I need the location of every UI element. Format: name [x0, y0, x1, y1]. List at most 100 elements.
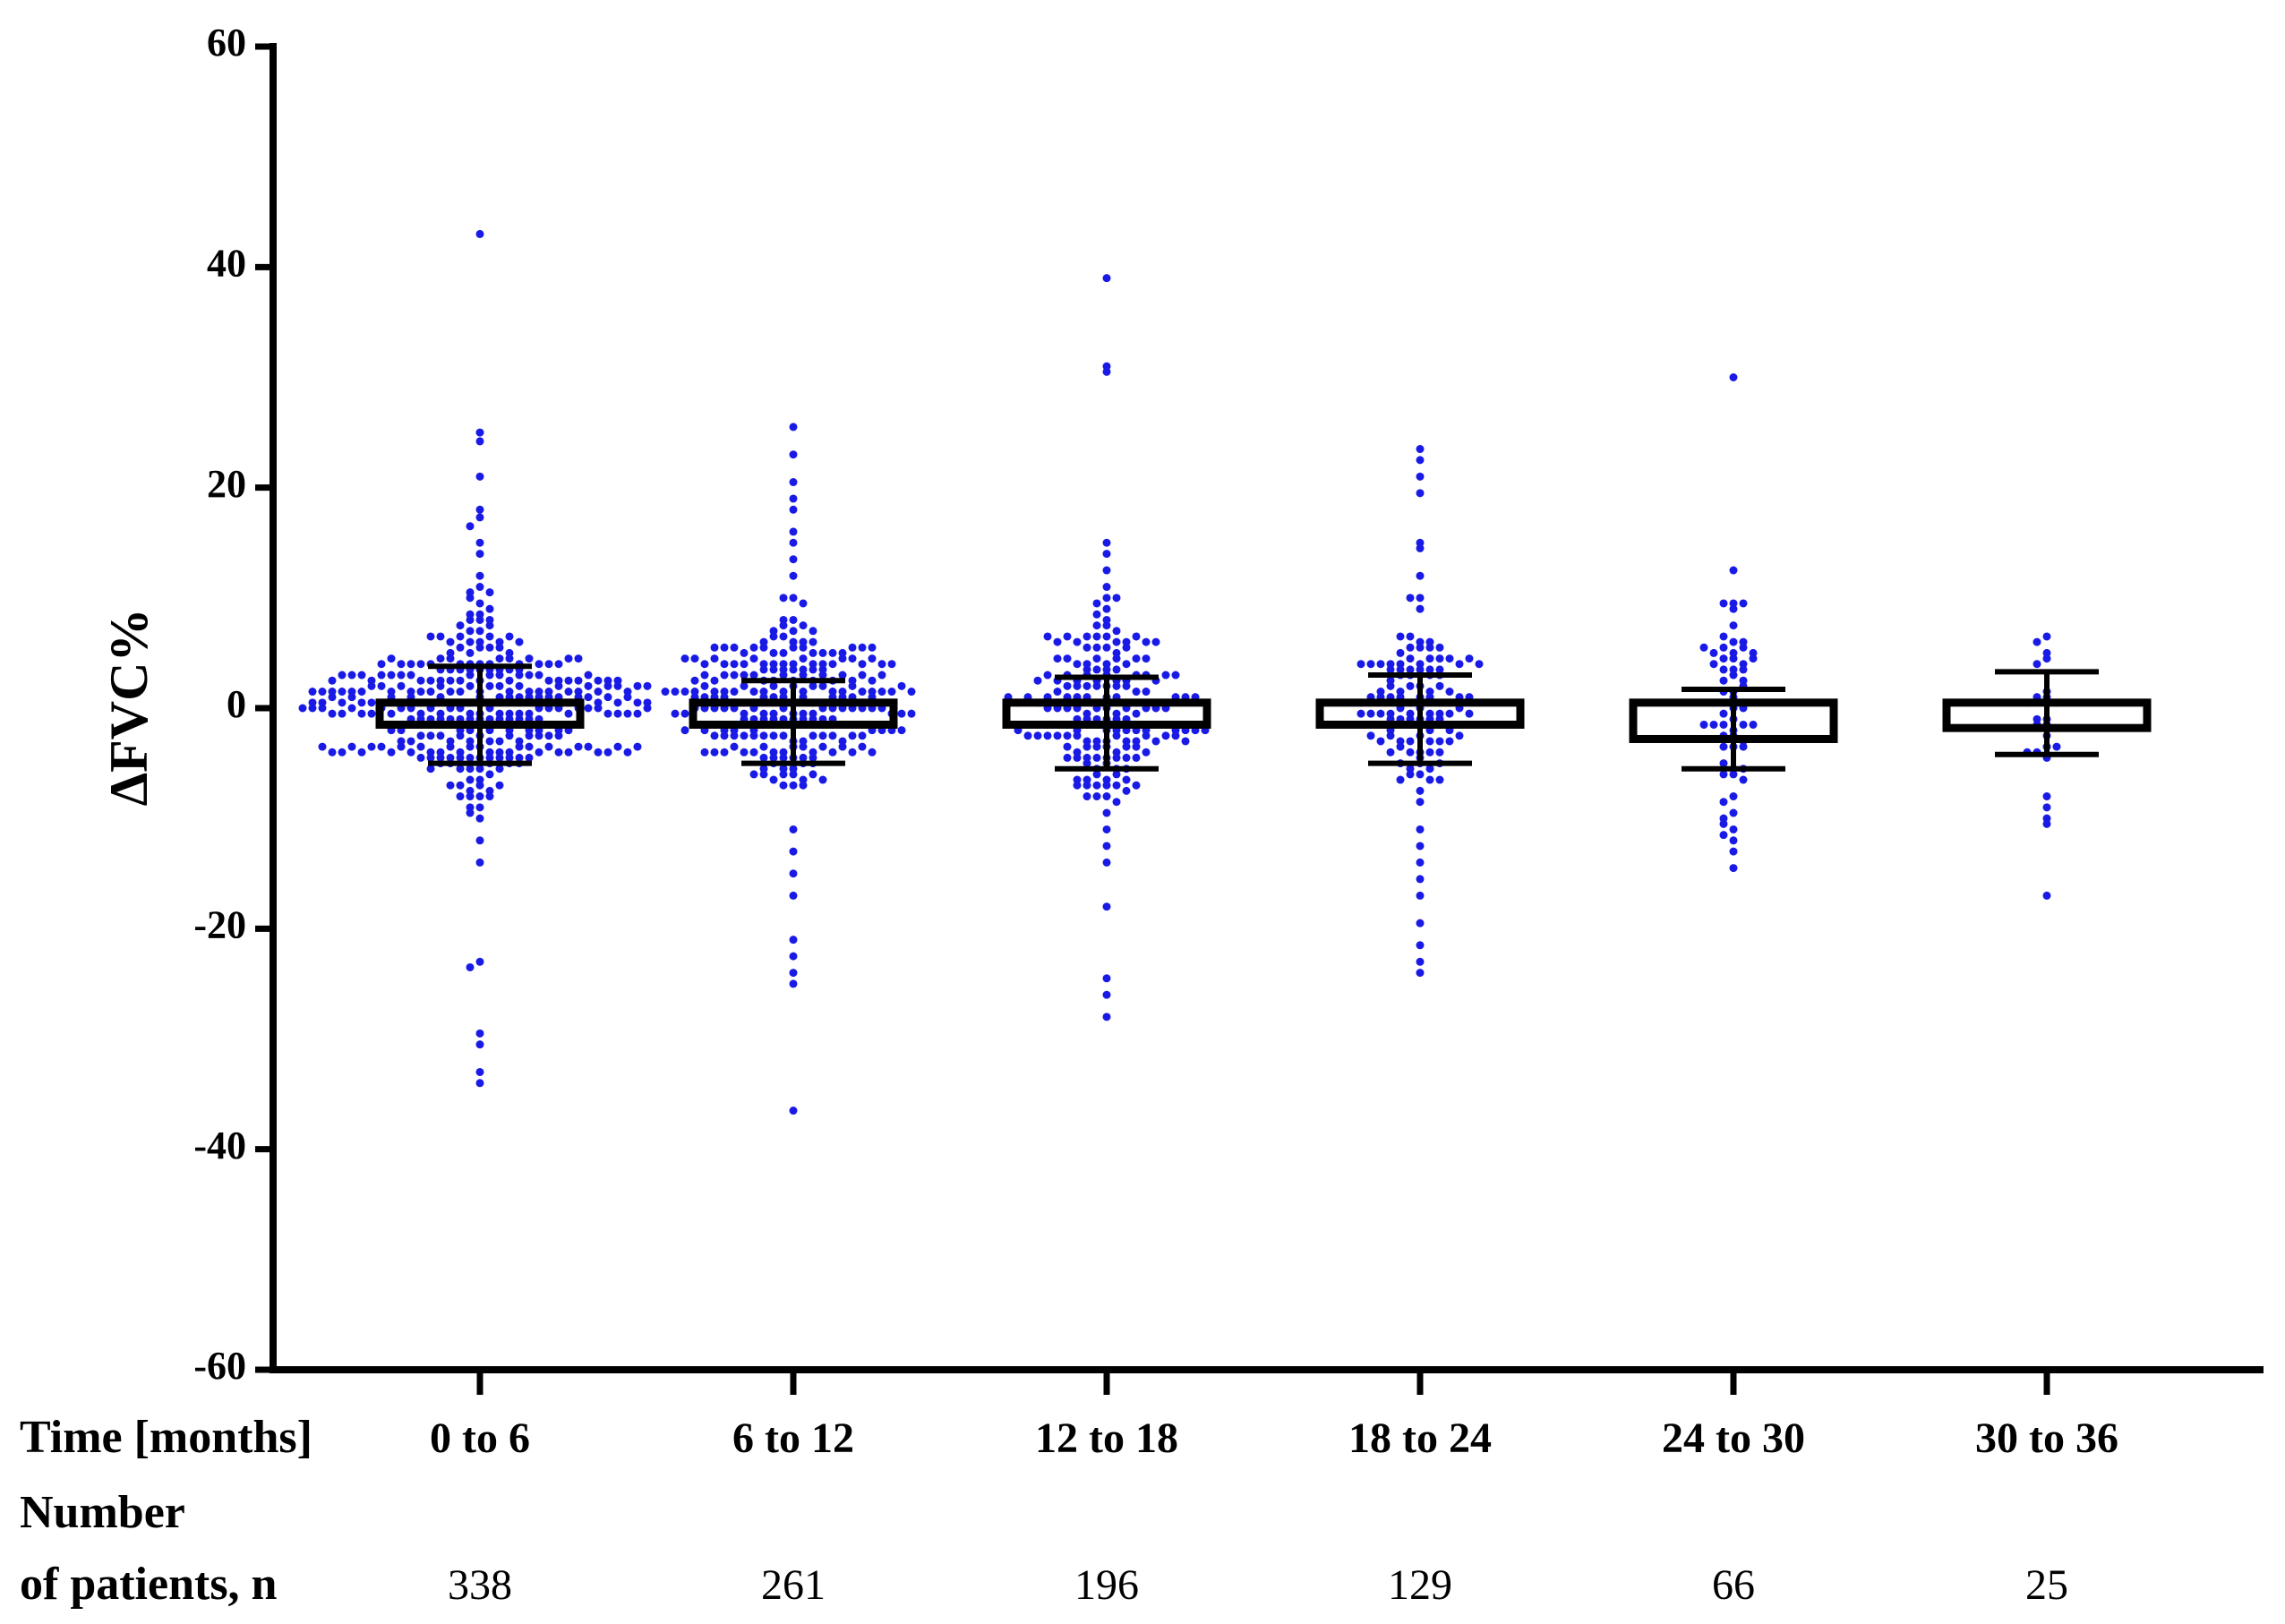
data-point — [1435, 643, 1444, 652]
data-point — [505, 676, 514, 685]
box-plots — [375, 663, 2152, 772]
data-point — [1132, 781, 1141, 790]
data-point — [338, 688, 347, 697]
data-point — [1053, 654, 1062, 663]
data-point — [613, 681, 622, 690]
data-point — [789, 571, 798, 580]
data-point — [1083, 665, 1091, 674]
data-point — [1102, 550, 1111, 559]
data-point — [1425, 709, 1434, 718]
data-point — [1112, 798, 1121, 807]
data-point — [475, 858, 484, 867]
patient-count: 338 — [448, 1561, 512, 1609]
data-point — [779, 770, 788, 779]
data-point — [1729, 604, 1738, 613]
data-point — [554, 676, 563, 685]
data-point — [1112, 665, 1121, 674]
data-point — [1386, 681, 1395, 690]
data-point — [1455, 731, 1464, 740]
data-point — [1709, 660, 1718, 669]
data-point — [789, 615, 798, 624]
data-point — [720, 643, 729, 652]
data-point — [397, 742, 406, 751]
data-point — [515, 681, 524, 690]
data-point — [318, 742, 327, 751]
data-point — [367, 709, 376, 718]
data-point — [2042, 814, 2051, 823]
data-point — [377, 660, 386, 669]
data-point — [1435, 654, 1444, 663]
data-point — [809, 660, 817, 669]
data-point — [1425, 775, 1434, 784]
patient-count: 129 — [1388, 1561, 1452, 1609]
data-point — [759, 709, 768, 718]
data-point — [1063, 742, 1072, 751]
data-point — [475, 627, 484, 636]
data-point — [1709, 720, 1718, 729]
data-point — [2042, 654, 2051, 663]
data-point — [515, 709, 524, 718]
data-point — [2042, 632, 2051, 641]
category-label: 24 to 30 — [1662, 1415, 1805, 1462]
data-point — [779, 665, 788, 674]
data-point — [475, 472, 484, 481]
data-point — [868, 654, 877, 663]
data-point — [799, 621, 808, 630]
data-point — [1102, 583, 1111, 592]
data-point — [1425, 665, 1434, 674]
data-point — [769, 665, 778, 674]
data-point — [456, 748, 465, 756]
data-point — [1102, 990, 1111, 999]
data-point — [485, 621, 494, 630]
data-point — [818, 681, 827, 690]
data-point — [407, 748, 415, 756]
data-point — [505, 648, 514, 657]
data-point — [1416, 637, 1425, 646]
data-point — [1112, 594, 1121, 603]
data-point — [789, 969, 798, 978]
data-point — [858, 643, 867, 652]
data-point — [446, 688, 455, 697]
data-point — [1719, 814, 1728, 823]
data-point — [1416, 969, 1425, 978]
data-point — [661, 688, 670, 697]
data-point — [1122, 643, 1131, 652]
data-point — [1102, 825, 1111, 833]
data-point — [446, 648, 455, 657]
data-point — [357, 709, 366, 718]
data-point — [603, 693, 612, 702]
data-point — [828, 731, 837, 740]
data-point — [769, 748, 778, 756]
data-point — [1465, 709, 1474, 718]
data-point — [710, 731, 719, 740]
data-point — [1092, 781, 1101, 790]
data-point — [1092, 742, 1101, 751]
data-point — [740, 681, 749, 690]
data-point — [1729, 825, 1738, 833]
data-point — [456, 781, 465, 790]
data-point — [749, 654, 758, 663]
data-point — [1376, 737, 1385, 746]
data-point — [1719, 632, 1728, 641]
data-point — [1161, 671, 1170, 680]
data-point — [1416, 571, 1425, 580]
data-point — [525, 654, 534, 663]
data-point — [868, 676, 877, 685]
data-point — [809, 709, 817, 718]
data-point — [1142, 637, 1151, 646]
data-point — [730, 742, 739, 751]
data-point — [466, 792, 475, 801]
data-point — [1063, 731, 1072, 740]
data-point — [710, 654, 719, 663]
data-point — [416, 753, 425, 762]
patient-count: 261 — [761, 1561, 826, 1609]
data-point — [828, 648, 837, 657]
data-point — [475, 437, 484, 446]
data-point — [1406, 665, 1415, 674]
data-point — [799, 737, 808, 746]
data-point — [584, 742, 593, 751]
data-point — [1376, 709, 1385, 718]
data-point — [1102, 842, 1111, 850]
data-point — [1396, 688, 1405, 697]
data-point — [495, 748, 504, 756]
